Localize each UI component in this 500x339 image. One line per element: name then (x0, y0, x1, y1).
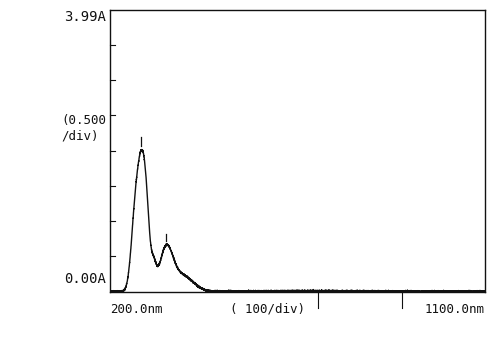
Text: (0.500
/div): (0.500 /div) (61, 114, 106, 142)
Text: 1100.0nm: 1100.0nm (425, 303, 485, 316)
Text: 0.00A: 0.00A (64, 272, 106, 286)
Text: ( 100/div): ( 100/div) (230, 303, 305, 316)
Text: 3.99A: 3.99A (64, 10, 106, 24)
Text: 200.0nm: 200.0nm (110, 303, 162, 316)
